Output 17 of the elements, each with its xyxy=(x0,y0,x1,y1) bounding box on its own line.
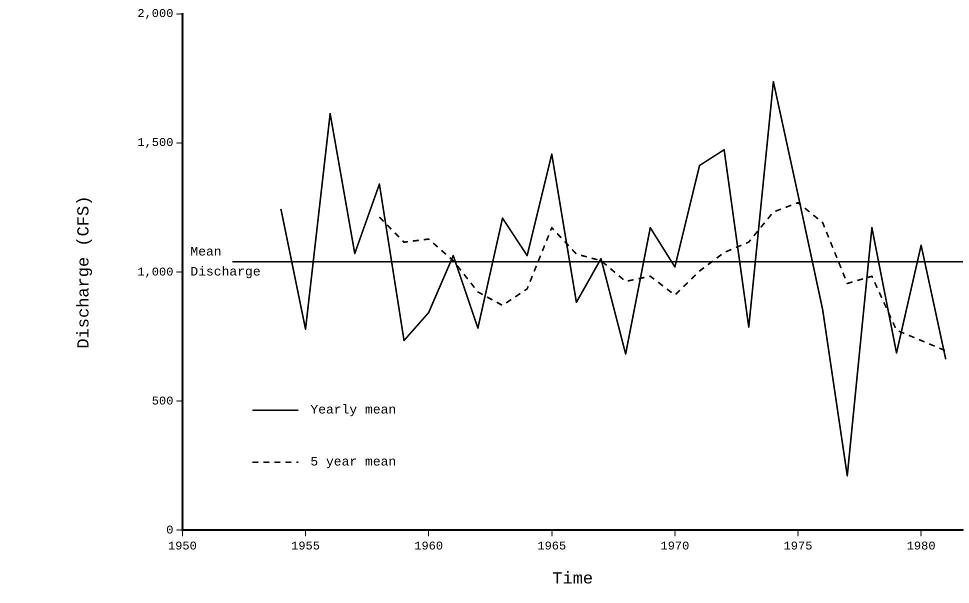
x-tick-label: 1970 xyxy=(660,540,690,554)
legend-label: 5 year mean xyxy=(310,454,396,470)
x-axis-title: Time xyxy=(552,570,594,590)
y-tick-label: 2,000 xyxy=(137,7,174,22)
ref-line-label: Mean Discharge xyxy=(190,244,261,280)
x-tick-label: 1950 xyxy=(168,540,197,554)
y-tick-label: 0 xyxy=(166,523,174,538)
x-tick-label: 1960 xyxy=(414,540,444,554)
x-tick-label: 1965 xyxy=(537,540,566,554)
y-tick-label: 1,500 xyxy=(137,136,174,150)
x-tick-label: 1980 xyxy=(906,540,936,554)
y-tick-label: 500 xyxy=(152,394,174,408)
y-tick-label: 1,000 xyxy=(137,265,174,280)
legend-label: Yearly mean xyxy=(310,402,396,418)
x-tick-label: 1975 xyxy=(784,540,812,554)
y-axis-title: Discharge (CFS) xyxy=(76,196,95,349)
x-tick-label: 1955 xyxy=(291,540,320,554)
